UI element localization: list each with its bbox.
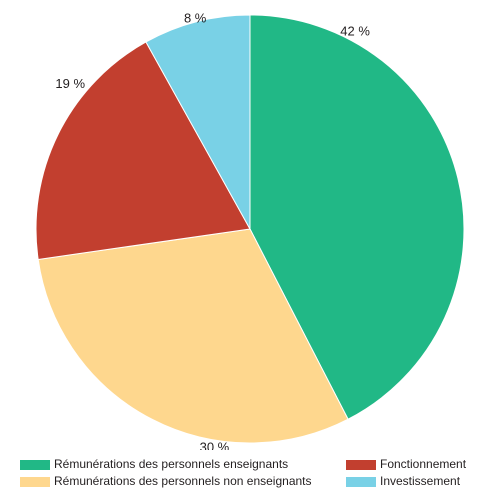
legend-swatch-fonctionnement <box>346 459 376 470</box>
slice-fonctionnement <box>35 41 251 261</box>
slice-label-fonctionnement: 19 % <box>55 76 85 91</box>
legend-label-fonctionnement: Fonctionnement <box>380 457 467 471</box>
slice-non-enseignants <box>37 228 349 444</box>
legend-item-non-enseignants: Rémunérations des personnels non enseign… <box>20 474 312 489</box>
legend-label-investissement: Investissement <box>380 474 461 488</box>
legend-swatch-enseignants <box>20 459 50 470</box>
slice-label-investissement: 8 % <box>184 11 207 26</box>
legend-item-investissement: Investissement <box>346 474 460 489</box>
legend-item-fonctionnement: Fonctionnement <box>346 457 466 472</box>
slice-label-enseignants: 42 % <box>340 23 370 38</box>
legend-swatch-non-enseignants <box>20 476 50 487</box>
legend-item-enseignants: Rémunérations des personnels enseignants <box>20 457 288 472</box>
slice-label-non-enseignants: 30 % <box>200 439 230 450</box>
legend-label-non-enseignants: Rémunérations des personnels non enseign… <box>54 474 312 488</box>
pie-chart: 42 % 30 % 19 % 8 % <box>35 11 465 450</box>
slice-investissement <box>145 14 251 231</box>
legend-label-enseignants: Rémunérations des personnels enseignants <box>54 457 289 471</box>
slice-enseignants <box>249 14 465 420</box>
legend: Rémunérations des personnels enseignants… <box>0 454 480 492</box>
legend-swatch-investissement <box>346 476 376 487</box>
